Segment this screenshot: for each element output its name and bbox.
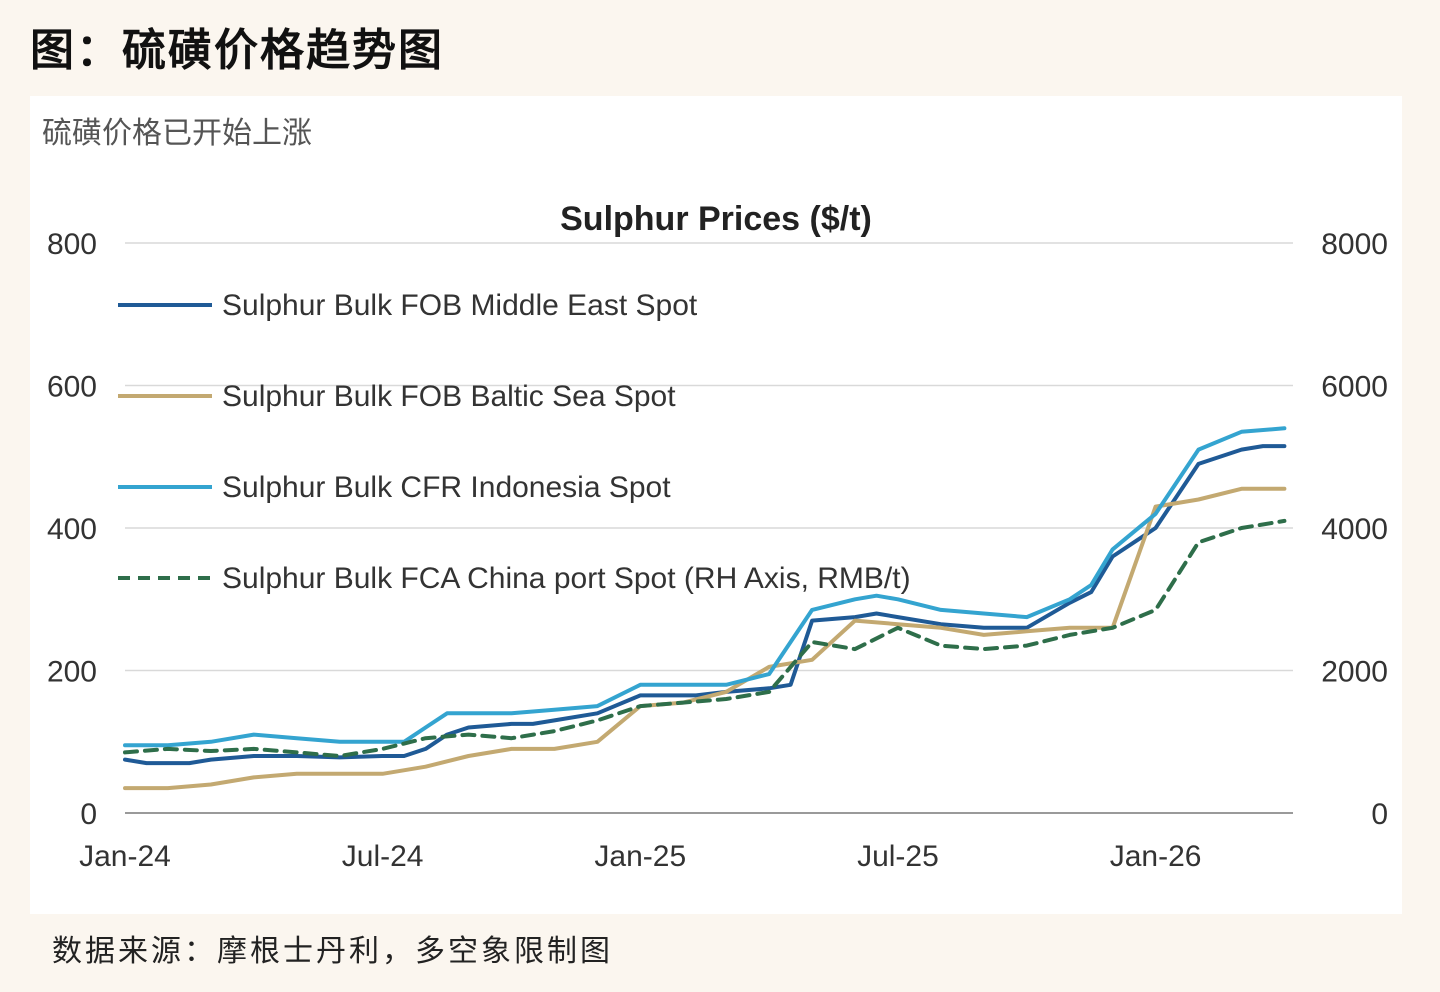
figure-title: 图：硫磺价格趋势图: [30, 25, 444, 76]
series-line-2: [123, 486, 1287, 791]
y-left-tick-label: 0: [80, 798, 97, 831]
figure-subtitle: 硫磺价格已开始上涨: [42, 116, 312, 151]
legend: Sulphur Bulk FOB Middle East Spot Sulphur…: [118, 289, 911, 595]
series-line-4: [123, 518, 1287, 758]
x-tick-label: Jul-24: [342, 840, 424, 873]
grid-layer: [125, 242, 1293, 814]
y-right-tick-label: 8000: [1321, 228, 1388, 261]
chart-title: Sulphur Prices ($/t): [560, 200, 872, 238]
series-line-1: [123, 444, 1287, 766]
figure-source: 数据来源：摩根士丹利，多空象限制图: [52, 934, 613, 969]
x-tick-label: Jan-26: [1110, 840, 1202, 873]
legend-label-3: Sulphur Bulk CFR Indonesia Spot: [222, 471, 671, 504]
axis-layer: 0 0 200 2000 400 4000 600 6000 800 8000 Jan-24 Jul-…: [47, 228, 1388, 873]
x-tick-label: Jan-24: [79, 840, 171, 873]
y-left-tick-label: 600: [47, 371, 97, 404]
y-right-tick-label: 6000: [1321, 371, 1388, 404]
series-line-3: [123, 426, 1287, 748]
x-tick-label: Jan-25: [594, 840, 686, 873]
y-left-tick-label: 800: [47, 228, 97, 261]
legend-label-4: Sulphur Bulk FCA China port Spot (RH Axi…: [222, 562, 911, 595]
y-right-tick-label: 0: [1371, 798, 1388, 831]
y-right-tick-label: 2000: [1321, 656, 1388, 689]
y-left-tick-label: 400: [47, 513, 97, 546]
legend-label-1: Sulphur Bulk FOB Middle East Spot: [222, 289, 698, 322]
series-layer: [123, 426, 1287, 791]
x-tick-label: Jul-25: [857, 840, 939, 873]
legend-label-2: Sulphur Bulk FOB Baltic Sea Spot: [222, 380, 676, 413]
y-left-tick-label: 200: [47, 656, 97, 689]
y-right-tick-label: 4000: [1321, 513, 1388, 546]
